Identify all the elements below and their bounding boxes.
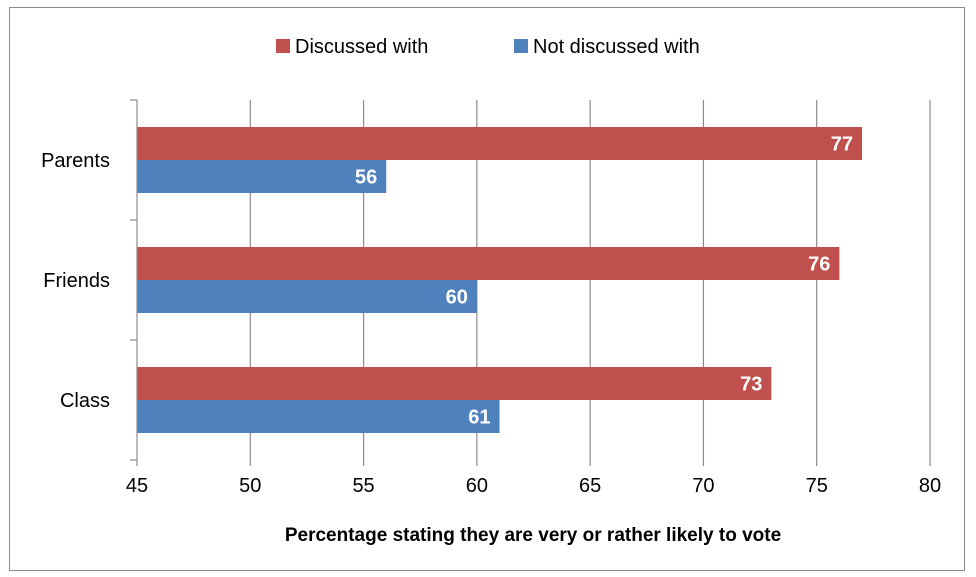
x-tick-label: 65 — [579, 475, 601, 497]
x-tick-label: 50 — [239, 475, 261, 497]
bars — [137, 127, 863, 433]
category-label-class: Class — [60, 390, 110, 412]
axes — [130, 99, 931, 466]
x-axis-title: Percentage stating they are very or rath… — [285, 525, 781, 546]
legend: Discussed with Not discussed with — [276, 36, 700, 58]
data-label: 61 — [468, 407, 490, 429]
data-label: 77 — [831, 134, 853, 156]
legend-swatch-discussed — [276, 39, 290, 53]
bar-parents-not-discussed — [137, 160, 387, 193]
x-tick-label: 45 — [126, 475, 148, 497]
data-label: 76 — [808, 254, 830, 276]
bar-class-discussed — [137, 367, 772, 400]
bar-parents-discussed — [137, 127, 863, 160]
category-label-friends: Friends — [43, 270, 110, 292]
x-tick-label: 70 — [692, 475, 714, 497]
x-tick-label: 55 — [352, 475, 374, 497]
data-label: 60 — [446, 287, 468, 309]
category-label-parents: Parents — [41, 150, 110, 172]
bar-class-not-discussed — [137, 400, 500, 433]
bar-friends-discussed — [137, 247, 840, 280]
x-tick-label: 60 — [466, 475, 488, 497]
labels: 45 50 55 60 65 70 75 80 Parents 77 56 Friends 76 60 Cl… — [41, 134, 941, 498]
bar-friends-not-discussed — [137, 280, 477, 313]
legend-swatch-not-discussed — [514, 39, 528, 53]
legend-label-discussed: Discussed with — [295, 36, 428, 58]
data-label: 56 — [355, 167, 377, 189]
x-tick-label: 75 — [806, 475, 828, 497]
data-label: 73 — [740, 374, 762, 396]
legend-label-not-discussed: Not discussed with — [533, 36, 700, 58]
x-tick-label: 80 — [919, 475, 941, 497]
